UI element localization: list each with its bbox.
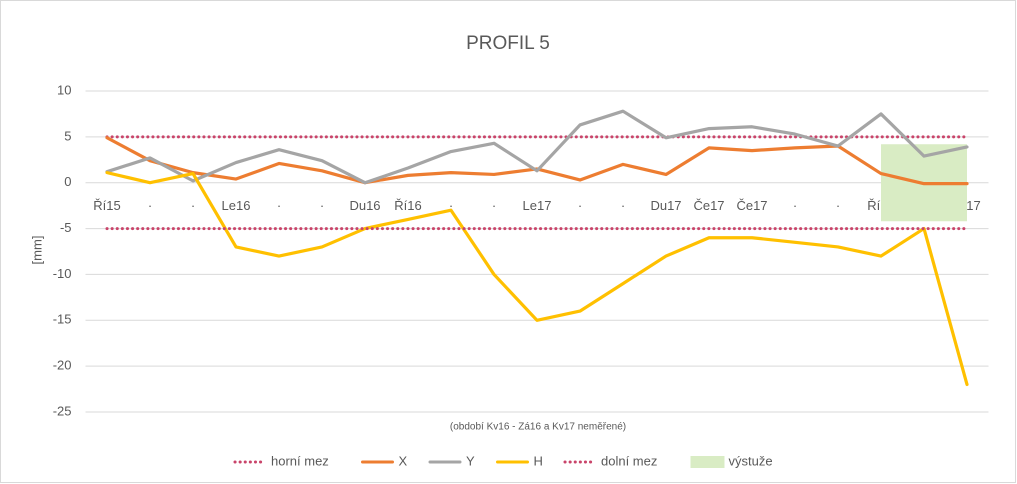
- x-tick-label: Du17: [650, 198, 681, 213]
- y-tick-label: -10: [53, 266, 72, 281]
- x-tick-label: Ří16: [394, 198, 421, 213]
- y-tick-label: 10: [57, 82, 71, 97]
- x-tick-label: Ří15: [93, 198, 120, 213]
- x-tick-label: ·: [148, 198, 152, 213]
- legend-label: horní mez: [271, 453, 329, 468]
- legend-label: H: [534, 453, 543, 468]
- x-tick-label: Če17: [693, 198, 724, 213]
- annotation: (období Kv16 - Zá16 a Kv17 neměřené): [450, 422, 626, 433]
- x-tick-label: ·: [793, 198, 797, 213]
- x-tick-label: ·: [836, 198, 840, 213]
- x-tick-label: ·: [277, 198, 281, 213]
- x-tick-label: Le17: [523, 198, 552, 213]
- series-line: [105, 109, 969, 185]
- x-tick-label: ·: [492, 198, 496, 213]
- series-line: [105, 171, 969, 387]
- x-tick-label: ·: [578, 198, 582, 213]
- legend-swatch: [690, 456, 725, 468]
- chart-title: PROFIL 5: [466, 33, 550, 54]
- y-tick-label: 0: [64, 174, 71, 189]
- x-tick-label: ·: [320, 198, 324, 213]
- x-tick-label: Le16: [222, 198, 251, 213]
- x-tick-label: ·: [449, 198, 453, 213]
- y-tick-label: -15: [53, 312, 72, 327]
- y-tick-label: -20: [53, 358, 72, 373]
- legend-label: Y: [466, 453, 475, 468]
- legend-label: dolní mez: [601, 453, 657, 468]
- legend-label: výstuže: [729, 453, 773, 468]
- x-tick-label: Če17: [736, 198, 767, 213]
- y-tick-label: -5: [60, 220, 72, 235]
- x-tick-label: ·: [191, 198, 195, 213]
- x-tick-label: Du16: [349, 198, 380, 213]
- y-tick-label: -25: [53, 403, 72, 418]
- x-tick-label: ·: [621, 198, 625, 213]
- y-tick-label: 5: [64, 128, 71, 143]
- y-axis-label: [mm]: [29, 236, 44, 265]
- legend-label: X: [399, 453, 408, 468]
